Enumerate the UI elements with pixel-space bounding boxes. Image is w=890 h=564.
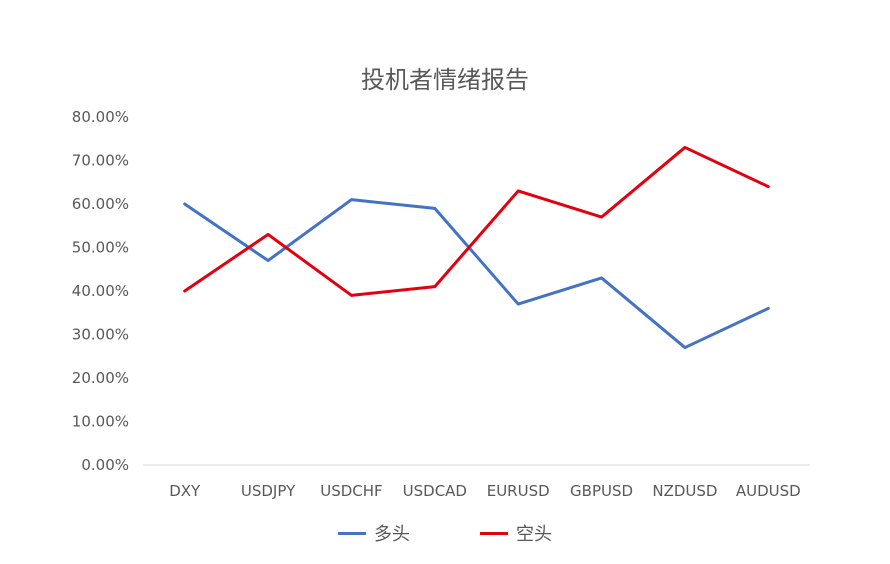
x-tick-label: EURUSD (487, 482, 550, 500)
y-tick-label: 80.00% (72, 108, 129, 126)
x-tick-label: USDCHF (320, 482, 382, 500)
x-tick-label: NZDUSD (652, 482, 717, 500)
legend-swatch-short (480, 531, 508, 535)
y-tick-label: 40.00% (72, 282, 129, 300)
x-tick-label: USDJPY (241, 482, 296, 500)
y-tick-label: 70.00% (72, 152, 129, 170)
chart-title: 投机者情绪报告 (361, 66, 529, 94)
x-tick-label: GBPUSD (570, 482, 633, 500)
legend-label-short: 空头 (516, 524, 552, 545)
legend-label-long: 多头 (374, 524, 410, 545)
series-line-long (183, 198, 770, 350)
y-tick-label: 20.00% (72, 369, 129, 387)
legend-item-short: 空头 (480, 520, 552, 546)
x-tick-label: AUDUSD (736, 482, 801, 500)
y-tick-label: 30.00% (72, 326, 129, 344)
x-tick-label: USDCAD (403, 482, 467, 500)
y-tick-label: 60.00% (72, 195, 129, 213)
legend-item-long: 多头 (338, 520, 410, 546)
y-tick-label: 50.00% (72, 239, 129, 257)
legend: 多头 空头 (0, 520, 890, 546)
y-tick-label: 10.00% (72, 413, 129, 431)
x-tick-label: DXY (169, 482, 201, 500)
legend-swatch-long (338, 531, 366, 535)
series-line-short (183, 145, 770, 297)
y-tick-label: 0.00% (81, 456, 129, 474)
